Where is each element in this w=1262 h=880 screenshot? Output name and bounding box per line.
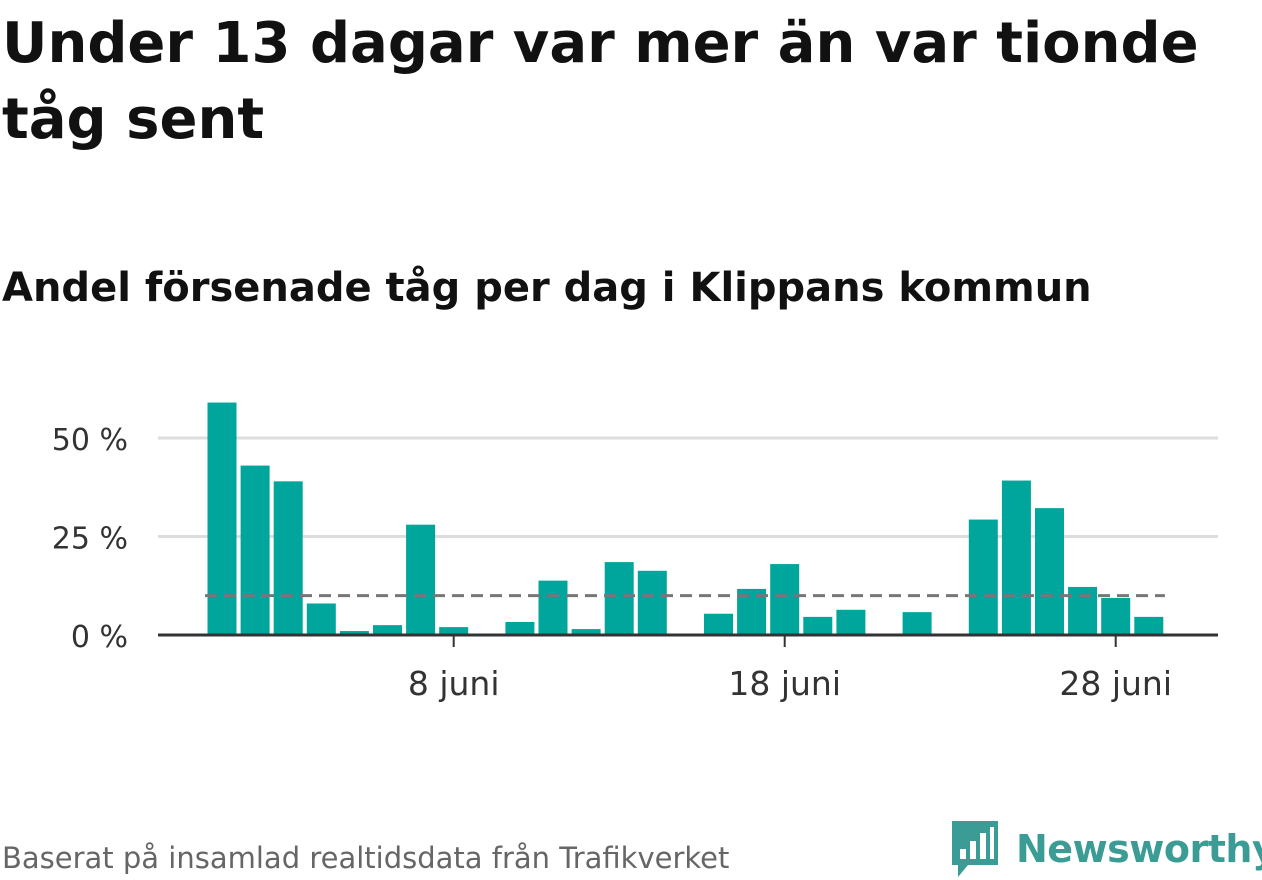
bar xyxy=(704,613,733,635)
bar xyxy=(1001,480,1031,635)
y-tick-label: 50 % xyxy=(52,423,128,458)
chart-subtitle: Andel försenade tåg per dag i Klippans k… xyxy=(2,265,1092,311)
bar xyxy=(240,465,270,635)
bar xyxy=(439,627,469,635)
bar xyxy=(803,616,833,635)
bar xyxy=(637,570,667,635)
bar xyxy=(1035,508,1064,635)
y-tick-label: 0 % xyxy=(71,620,128,655)
bar xyxy=(538,580,568,635)
bar xyxy=(902,612,932,635)
x-tick-label: 18 juni xyxy=(728,664,841,703)
y-tick-label: 25 % xyxy=(52,522,128,557)
bar xyxy=(505,621,535,635)
bar xyxy=(306,603,336,635)
bar xyxy=(339,631,369,635)
bar xyxy=(1134,616,1164,635)
chart-title: Under 13 dagar var mer än var tionde tåg… xyxy=(2,11,1199,152)
bar xyxy=(1101,597,1131,635)
bar xyxy=(207,402,237,635)
bar-chart: 0 % 25 % 50 % 8 juni 18 juni 28 juni xyxy=(52,402,1218,703)
bar xyxy=(770,564,800,635)
bar xyxy=(373,625,402,635)
source-note: Baserat på insamlad realtidsdata från Tr… xyxy=(2,841,730,875)
x-tick-label: 8 juni xyxy=(408,664,500,703)
bar xyxy=(406,524,436,635)
bar xyxy=(273,481,303,635)
x-tick-label: 28 juni xyxy=(1059,664,1172,703)
brand-name: Newsworthy xyxy=(1016,827,1262,871)
bar xyxy=(968,519,998,635)
bar-chart-speech-bubble-icon xyxy=(952,821,998,877)
bar xyxy=(604,562,634,635)
brand-logo: Newsworthy xyxy=(950,818,1262,880)
bar xyxy=(571,629,601,635)
bar xyxy=(836,609,866,635)
